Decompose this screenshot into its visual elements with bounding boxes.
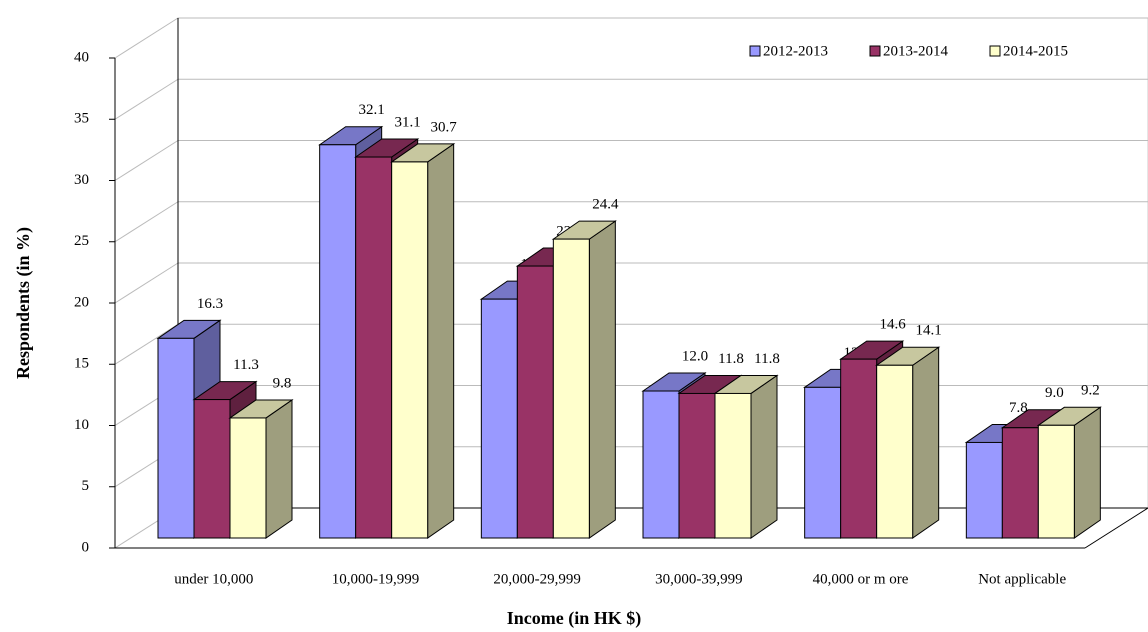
bar [229, 417, 267, 539]
y-tick-label: 5 [82, 478, 90, 494]
grid-line [114, 201, 179, 243]
value-label: 30.7 [431, 119, 458, 135]
value-label: 11.8 [754, 351, 780, 367]
value-label: 16.3 [197, 296, 223, 312]
value-label: 9.2 [1081, 383, 1100, 399]
bar-side [912, 346, 940, 539]
legend-label: 2013-2014 [883, 43, 948, 59]
x-tick-label: 10,000-19,999 [332, 571, 420, 587]
value-label: 9.0 [1045, 385, 1064, 401]
bar [714, 392, 752, 539]
value-label: 11.3 [233, 357, 259, 373]
bar [157, 337, 195, 539]
bar [678, 392, 716, 539]
value-label: 12.0 [682, 348, 708, 364]
grid-line [114, 17, 179, 59]
bar-side [427, 142, 455, 539]
y-tick-label: 0 [82, 539, 90, 555]
x-tick-label: Not applicable [978, 571, 1066, 587]
bar [319, 144, 357, 539]
y-tick-label: 15 [74, 356, 89, 372]
legend-label: 2014-2015 [1003, 43, 1068, 59]
bar [355, 156, 393, 539]
bar [1037, 424, 1075, 539]
y-tick-label: 25 [74, 233, 89, 249]
bar [965, 441, 1003, 539]
bar [1001, 427, 1039, 539]
legend-swatch [749, 45, 761, 57]
y-axis-title: Respondents (in %) [13, 227, 34, 379]
value-label: 9.8 [273, 375, 292, 391]
bar [480, 298, 518, 539]
y-tick-label: 30 [74, 172, 89, 188]
grid-line [114, 323, 179, 365]
bar-side [265, 398, 293, 539]
bar [391, 161, 429, 539]
y-tick-label: 20 [74, 294, 89, 310]
y-tick-label: 10 [74, 417, 89, 433]
value-label: 11.8 [718, 351, 744, 367]
bar [516, 265, 554, 539]
x-axis-title: Income (in HK $) [507, 608, 642, 629]
bar [193, 399, 231, 539]
value-label: 32.1 [359, 102, 385, 118]
grid-line [114, 140, 179, 181]
grid-line [114, 78, 179, 120]
bar [804, 386, 842, 539]
y-tick-label: 35 [74, 111, 89, 127]
x-tick-label: 20,000-29,999 [493, 571, 581, 587]
x-tick-label: under 10,000 [174, 571, 253, 587]
bar-side [750, 374, 778, 539]
legend-label: 2012-2013 [763, 43, 828, 59]
bar [552, 238, 590, 539]
x-tick-label: 40,000 or m ore [813, 571, 909, 587]
y-tick-label: 40 [74, 49, 89, 65]
bar-side [1073, 406, 1101, 539]
value-label: 14.6 [880, 317, 907, 333]
value-label: 24.4 [592, 197, 619, 213]
x-tick-label: 30,000-39,999 [655, 571, 743, 587]
floor-right [1084, 507, 1148, 549]
bar [876, 364, 914, 539]
bar-side [588, 220, 616, 539]
value-label: 14.1 [916, 323, 942, 339]
grid-line [114, 262, 179, 304]
legend-swatch [869, 45, 881, 57]
bar [642, 390, 680, 539]
legend-swatch [989, 45, 1001, 57]
value-label: 31.1 [395, 114, 421, 130]
bar [840, 358, 878, 539]
value-label: 7.8 [1009, 400, 1028, 416]
